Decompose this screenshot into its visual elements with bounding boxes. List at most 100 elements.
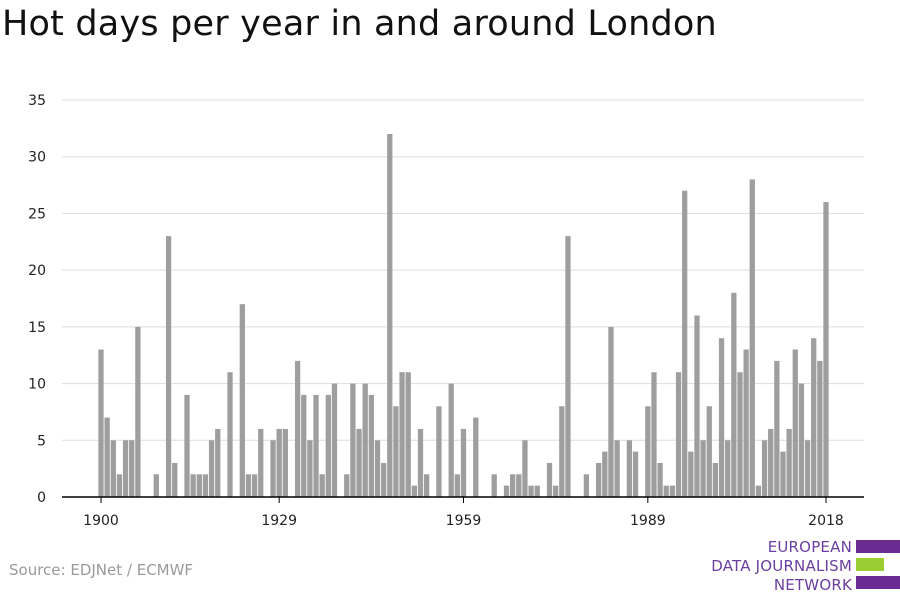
- y-tick-label: 20: [28, 263, 46, 279]
- bar-2012: [786, 428, 792, 497]
- edjnet-logo: EUROPEAN DATA JOURNALISM NETWORK: [711, 538, 852, 595]
- bar-1916: [196, 474, 202, 497]
- source-note: Source: EDJNet / ECMWF: [9, 561, 194, 579]
- bar-1921: [227, 372, 233, 497]
- bar-1905: [129, 440, 135, 497]
- bar-1937: [325, 394, 331, 497]
- gridlines: [62, 99, 864, 441]
- bar-1982: [602, 451, 608, 497]
- y-tick-label: 15: [28, 320, 46, 336]
- y-tick-label: 25: [28, 206, 46, 222]
- bar-2013: [792, 349, 798, 497]
- bar-1976: [565, 236, 571, 497]
- bar-1967: [510, 474, 516, 497]
- bar-1926: [258, 428, 264, 497]
- chart-title: Hot days per year in and around London: [2, 4, 717, 44]
- bar-2016: [811, 338, 817, 497]
- bar-1925: [251, 474, 258, 497]
- bar-1995: [682, 190, 688, 497]
- y-tick-label: 0: [37, 490, 46, 506]
- bar-1951: [411, 485, 417, 497]
- bar-1981: [596, 462, 602, 497]
- bar-1964: [491, 474, 497, 497]
- bar-1999: [706, 406, 712, 497]
- bar-1936: [319, 474, 325, 497]
- y-tick-label: 30: [28, 150, 46, 166]
- bar-1901: [104, 417, 110, 497]
- bar-1932: [294, 360, 301, 497]
- bar-2002: [725, 440, 731, 497]
- bar-1929: [276, 428, 282, 497]
- y-tick-label: 35: [28, 93, 46, 109]
- bar-1918: [208, 440, 215, 497]
- bar-1969: [522, 440, 528, 497]
- bar-1997: [694, 315, 700, 497]
- bar-1946: [380, 462, 387, 497]
- x-tick-label: 1989: [630, 513, 666, 529]
- edjnet-logo-mark: [856, 540, 900, 589]
- bar-2003: [731, 292, 737, 497]
- bar-1917: [202, 474, 209, 497]
- bar-1940: [344, 474, 350, 497]
- bar-2015: [804, 440, 811, 497]
- x-tick-label: 1900: [83, 513, 119, 529]
- bar-1914: [184, 394, 190, 497]
- bar-1975: [559, 406, 565, 497]
- bar-1998: [700, 440, 706, 497]
- bar-2014: [798, 383, 805, 497]
- bar-1938: [331, 383, 338, 497]
- bar-2018: [823, 202, 829, 498]
- bar-1928: [270, 440, 276, 497]
- bar-1930: [282, 428, 288, 497]
- bar-1961: [473, 417, 479, 497]
- bar-1990: [651, 372, 657, 497]
- x-tick-label: 2018: [808, 513, 844, 529]
- bar-1968: [516, 474, 522, 497]
- bar-2001: [718, 338, 725, 497]
- bar-1952: [417, 428, 424, 497]
- bar-1996: [688, 451, 694, 497]
- bar-1993: [669, 485, 676, 497]
- bar-1924: [245, 474, 252, 497]
- bar-1959: [460, 428, 467, 497]
- y-tick-label: 10: [28, 377, 46, 393]
- bar-1909: [153, 474, 159, 497]
- bar-1966: [503, 485, 510, 497]
- bar-1903: [116, 474, 123, 497]
- logo-bar-bottom: [856, 576, 900, 589]
- x-tick-label: 1959: [446, 513, 482, 529]
- bar-1942: [356, 428, 362, 497]
- y-axis-ticks: 0 5 10 15 20 25 30 35: [28, 93, 46, 506]
- logo-line-1: EUROPEAN: [767, 538, 852, 556]
- bar-2005: [743, 349, 749, 497]
- bar-2000: [712, 462, 719, 497]
- bar-2009: [768, 428, 774, 497]
- bar-2004: [737, 372, 743, 497]
- bar-1919: [215, 428, 221, 497]
- bar-1955: [436, 406, 442, 497]
- x-tick-label: 1929: [261, 513, 297, 529]
- logo-bar-top: [856, 540, 900, 553]
- bar-1906: [135, 326, 141, 497]
- bar-2011: [780, 451, 786, 497]
- bar-1970: [528, 485, 534, 497]
- bar-1902: [110, 440, 116, 497]
- bar-1992: [663, 485, 669, 497]
- bar-1973: [546, 462, 553, 497]
- bar-1900: [98, 349, 104, 497]
- bar-1979: [583, 474, 590, 497]
- bar-1934: [307, 440, 313, 497]
- bar-2007: [755, 485, 762, 497]
- bar-1904: [122, 440, 129, 497]
- bar-1987: [632, 451, 639, 497]
- bar-1944: [368, 394, 374, 497]
- y-tick-label: 5: [37, 433, 46, 449]
- bar-1948: [393, 406, 399, 497]
- bar-1923: [239, 304, 245, 497]
- bar-1986: [626, 440, 633, 497]
- bar-2008: [761, 440, 768, 497]
- bar-1911: [165, 236, 172, 497]
- bar-1994: [675, 372, 682, 497]
- bar-1945: [374, 440, 381, 497]
